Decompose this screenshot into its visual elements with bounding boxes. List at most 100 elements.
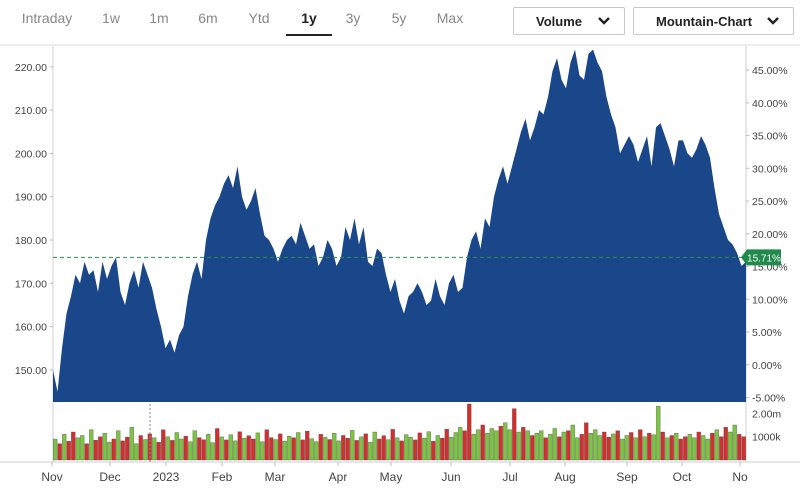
y-right-tick-label: 45.00% [752, 65, 788, 77]
x-month-label: Sep [616, 470, 638, 484]
volume-bar [192, 430, 197, 461]
volume-bar [170, 440, 175, 461]
chart-type-dropdown-label: Mountain-Chart [656, 14, 753, 29]
volume-bar [687, 434, 692, 461]
volume-bar [408, 436, 413, 461]
volume-bar [552, 428, 557, 461]
volume-bar [624, 435, 629, 461]
x-month-label: Oct [673, 470, 692, 484]
y-left-tick-label: 160.00 [15, 322, 47, 334]
volume-bar [723, 427, 728, 461]
volume-bar [89, 429, 94, 461]
volume-bar [219, 436, 224, 461]
volume-bar [633, 437, 638, 461]
volume-bar [588, 433, 593, 461]
volume-bar [507, 429, 512, 461]
volume-bar [296, 432, 301, 461]
volume-bar [120, 440, 125, 461]
range-tab-max[interactable]: Max [436, 10, 464, 26]
last-change-badge: 15.71% [741, 249, 781, 266]
y-right-tick-label: 0.00% [752, 360, 782, 372]
range-tab-3y[interactable]: 3y [345, 10, 361, 26]
volume-tick-label: 2.00m [752, 408, 781, 420]
volume-bar [233, 440, 238, 461]
volume-bar [80, 435, 85, 461]
volume-bar [210, 442, 215, 461]
volume-bar [737, 434, 742, 461]
range-tab-1w[interactable]: 1w [102, 10, 120, 26]
volume-bar [422, 438, 427, 461]
x-month-label: Jun [441, 470, 460, 484]
volume-bar [399, 440, 404, 461]
volume-bar [444, 429, 449, 461]
volume-bar [224, 439, 229, 461]
volume-bar [467, 403, 472, 461]
volume-bar [660, 431, 665, 461]
y-right-tick-label: 25.00% [752, 196, 788, 208]
volume-bar [548, 434, 553, 461]
volume-bar [201, 439, 206, 461]
chart-type-dropdown[interactable]: Mountain-Chart [633, 7, 794, 35]
volume-bar [404, 434, 409, 461]
volume-bar [638, 429, 643, 461]
volume-bar [543, 437, 548, 461]
volume-bar [521, 427, 526, 461]
volume-bar [566, 430, 571, 461]
volume-bar [345, 438, 350, 461]
y-right-tick-label: 20.00% [752, 229, 788, 241]
badge-shape [741, 249, 781, 266]
volume-bar [368, 442, 373, 461]
volume-bar [237, 431, 242, 461]
x-month-label: Aug [554, 470, 575, 484]
volume-bar [435, 435, 440, 461]
volume-bar [557, 436, 562, 461]
volume-bar [305, 430, 310, 461]
volume-bar [152, 437, 157, 461]
range-tab-5y[interactable]: 5y [391, 10, 407, 26]
volume-bar [332, 433, 337, 461]
y-right-tick-label: 10.00% [752, 294, 788, 306]
volume-bar [53, 438, 58, 461]
badge-label: 15.71% [747, 253, 781, 264]
volume-bar [647, 433, 652, 461]
volume-bar [570, 424, 575, 461]
volume-bar [260, 441, 265, 461]
volume-bar [269, 437, 274, 461]
volume-bar [642, 436, 647, 461]
volume-bar [143, 439, 148, 461]
volume-bar [516, 431, 521, 461]
volume-bar [291, 437, 296, 461]
y-left-tick-label: 190.00 [15, 192, 47, 204]
volume-bar [93, 440, 98, 461]
volume-bar [183, 436, 188, 461]
y-right-tick-label: -5.00% [752, 392, 785, 404]
range-tab-1y[interactable]: 1y [286, 8, 332, 36]
volume-bar [314, 441, 319, 461]
volume-bar [57, 443, 62, 461]
volume-dropdown[interactable]: Volume [513, 7, 625, 35]
range-tab-ytd[interactable]: Ytd [248, 10, 270, 26]
range-tab-1m[interactable]: 1m [149, 10, 169, 26]
x-month-label: May [380, 470, 403, 484]
volume-bar [674, 433, 679, 461]
volume-bar [336, 440, 341, 461]
volume-bar [125, 436, 130, 461]
volume-bar [390, 429, 395, 461]
volume-bar [138, 435, 143, 461]
range-tab-6m[interactable]: 6m [198, 10, 218, 26]
y-left-tick-label: 170.00 [15, 278, 47, 290]
volume-bar [71, 431, 76, 461]
range-tab-intraday[interactable]: Intraday [21, 10, 73, 26]
volume-bar [395, 437, 400, 461]
volume-bar [615, 430, 620, 461]
volume-bar [413, 439, 418, 461]
volume-bar [692, 437, 697, 461]
volume-bar [165, 436, 170, 461]
volume-bar [359, 436, 364, 461]
volume-bar [471, 434, 476, 461]
volume-bar [242, 437, 247, 461]
volume-bar [386, 439, 391, 461]
x-month-label: Dec [99, 470, 120, 484]
volume-bar [728, 431, 733, 461]
